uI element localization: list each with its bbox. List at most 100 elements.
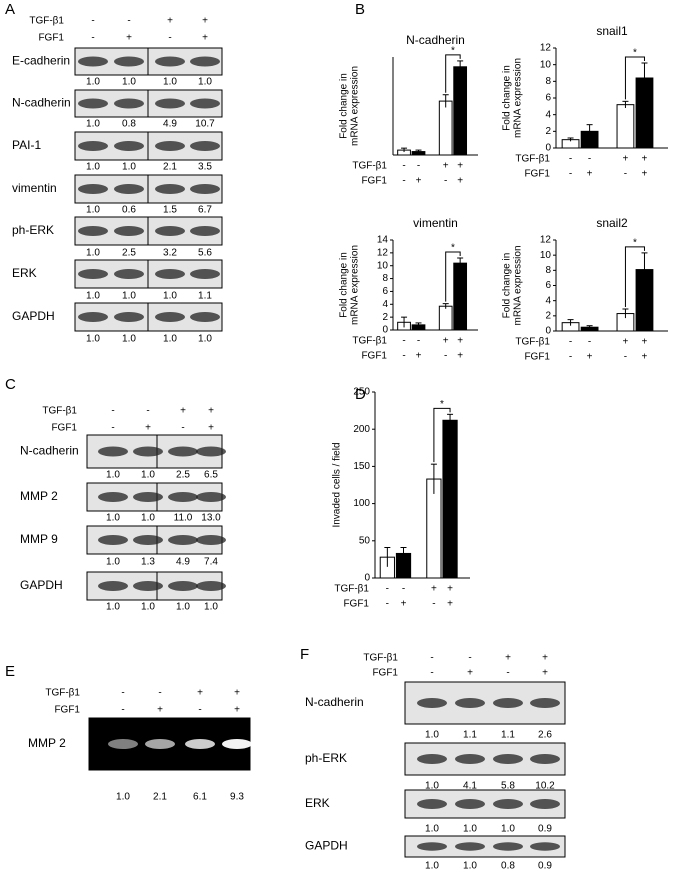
treatment-sign: +	[623, 337, 629, 348]
band	[98, 492, 128, 502]
treatment-sign: -	[121, 688, 124, 699]
treatment-sign: +	[208, 406, 214, 417]
quant-value: 2.5	[122, 248, 136, 259]
treatment-label: TGF-β1	[334, 584, 369, 595]
quant-value: 1.1	[501, 730, 515, 741]
band	[455, 799, 485, 809]
quant-value: 9.3	[230, 792, 244, 803]
quant-value: 5.8	[501, 781, 515, 792]
quant-value: 1.0	[86, 248, 100, 259]
band	[155, 56, 185, 67]
treatment-sign: +	[167, 16, 173, 27]
treatment-label: FGF1	[343, 599, 369, 610]
chart-title: N-cadherin	[406, 33, 465, 47]
y-axis-label: Fold change in	[502, 253, 513, 319]
quant-value: 1.0	[106, 557, 120, 568]
quant-value: 13.0	[201, 513, 221, 524]
blot-label: GAPDH	[12, 309, 55, 323]
treatment-sign: +	[208, 423, 214, 434]
band	[417, 799, 447, 809]
treatment-label: TGF-β1	[45, 688, 80, 699]
band	[114, 269, 144, 279]
chart-title: snail1	[596, 24, 628, 38]
quant-value: 10.2	[535, 781, 555, 792]
band	[114, 141, 144, 151]
blot-label: ph-ERK	[12, 223, 54, 237]
bar	[616, 104, 635, 149]
quant-value: 1.1	[198, 291, 212, 302]
band	[98, 581, 128, 591]
bar	[453, 66, 468, 156]
quant-value: 1.0	[463, 861, 477, 870]
quant-value: 1.0	[122, 334, 136, 345]
blot-label: MMP 2	[20, 489, 58, 503]
quant-value: 1.0	[141, 602, 155, 613]
treatment-sign: -	[444, 176, 447, 187]
quant-value: 3.5	[198, 162, 212, 173]
treatment-label: FGF1	[51, 423, 77, 434]
treatment-sign: -	[624, 352, 627, 363]
treatment-sign: +	[431, 584, 437, 595]
blot-label: ph-ERK	[305, 751, 347, 765]
annotation: *	[633, 48, 637, 59]
quant-value: 1.0	[198, 77, 212, 88]
y-axis-label: mRNA expression	[350, 245, 361, 325]
blot-label: ERK	[12, 266, 37, 280]
significance-bracket	[445, 251, 461, 302]
band	[98, 446, 128, 457]
treatment-sign: -	[402, 336, 405, 347]
band	[108, 739, 138, 749]
quant-value: 7.4	[204, 557, 218, 568]
band	[114, 312, 144, 322]
panel-label: C	[5, 376, 16, 393]
band	[155, 98, 185, 109]
band	[168, 581, 198, 591]
band	[145, 739, 175, 749]
band	[155, 141, 185, 151]
treatment-sign: -	[386, 599, 389, 610]
band	[455, 842, 485, 851]
band	[196, 581, 226, 591]
annotation: *	[451, 46, 455, 57]
treatment-sign: -	[569, 154, 572, 165]
treatment-sign: -	[588, 337, 591, 348]
significance-bracket	[624, 246, 645, 308]
band	[493, 799, 523, 809]
band	[114, 56, 144, 67]
treatment-label: TGF-β1	[29, 16, 64, 27]
treatment-sign: -	[417, 161, 420, 172]
treatment-sign: +	[443, 161, 449, 172]
treatment-sign: +	[642, 169, 648, 180]
blot-label: N-cadherin	[305, 695, 364, 709]
y-tick-label: 2	[382, 312, 388, 323]
y-tick-label: 10	[540, 250, 552, 261]
y-tick-label: 4	[545, 295, 551, 306]
quant-value: 1.0	[86, 77, 100, 88]
quant-value: 1.0	[86, 205, 100, 216]
y-tick-label: 6	[545, 93, 551, 104]
band	[78, 141, 108, 151]
treatment-sign: +	[202, 16, 208, 27]
quant-value: 6.1	[193, 792, 207, 803]
band	[455, 698, 485, 708]
blot-label: GAPDH	[20, 578, 63, 592]
quant-value: 2.6	[538, 730, 552, 741]
annotation: *	[440, 399, 444, 410]
treatment-sign: +	[457, 176, 463, 187]
treatment-sign: -	[569, 352, 572, 363]
quant-value: 1.0	[425, 824, 439, 835]
treatment-sign: -	[111, 423, 114, 434]
y-tick-label: 6	[545, 280, 551, 291]
panel-label: A	[5, 1, 15, 18]
y-tick-label: 50	[359, 535, 371, 546]
blot-label: E-cadherin	[12, 54, 70, 68]
treatment-sign: +	[157, 705, 163, 716]
panel-label: F	[300, 646, 309, 663]
quant-value: 1.0	[122, 77, 136, 88]
y-axis-label: Invaded cells / field	[332, 442, 343, 527]
treatment-sign: -	[506, 668, 509, 679]
treatment-sign: -	[402, 161, 405, 172]
blot-label: vimentin	[12, 181, 57, 195]
treatment-sign: +	[642, 154, 648, 165]
quant-value: 1.0	[141, 513, 155, 524]
